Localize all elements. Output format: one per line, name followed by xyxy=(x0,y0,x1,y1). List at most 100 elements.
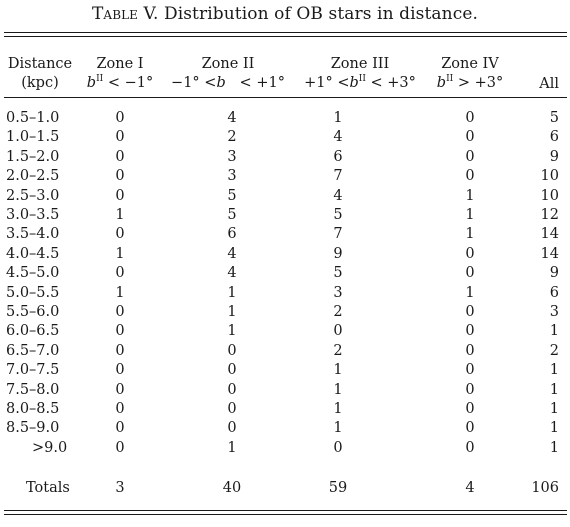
zone-3-count-cell: 9 xyxy=(333,245,343,262)
distance-range-cell: 4.5–5.0 xyxy=(6,265,60,282)
all-count-cell: 10 xyxy=(540,168,559,185)
all-count-cell: 1 xyxy=(549,362,559,379)
zone-3-range: +1° <bII < +3° xyxy=(304,75,416,91)
zone-range-part: b xyxy=(349,75,359,91)
zone-range-part: II xyxy=(358,74,366,85)
zone-1-count-cell: 0 xyxy=(115,323,125,340)
totals-label: Totals xyxy=(26,480,70,496)
distance-range-cell: 7.5–8.0 xyxy=(6,381,60,398)
zone-4-header: Zone IV xyxy=(441,56,499,72)
zone-3-count-cell: 3 xyxy=(333,284,343,301)
zone-2-count-cell: 0 xyxy=(227,362,237,379)
zone-3-count-cell: 1 xyxy=(333,381,343,398)
all-count-cell: 1 xyxy=(549,439,559,456)
zone-2-count-cell: 3 xyxy=(227,168,237,185)
zone-range-part: b xyxy=(216,75,226,91)
zone-4-count-cell: 0 xyxy=(465,342,475,359)
zone-2-count-cell: 2 xyxy=(227,129,237,146)
zone-3-count-cell: 0 xyxy=(333,439,343,456)
distance-range-cell: 5.0–5.5 xyxy=(6,284,60,301)
all-count-cell: 1 xyxy=(549,381,559,398)
table-title: Distribution of OB stars in distance. xyxy=(163,4,478,24)
zone-1-count-cell: 0 xyxy=(115,110,125,126)
zone-2-count-cell: 4 xyxy=(227,245,237,262)
zone-4-count-cell: 0 xyxy=(465,304,475,320)
distance-range-cell: 0.5–1.0 xyxy=(6,110,60,126)
distance-header: Distance xyxy=(7,56,73,72)
top-rule-2 xyxy=(4,36,567,37)
distance-unit: (kpc) xyxy=(21,75,59,91)
zone-1-range: bII < −1° xyxy=(87,75,153,91)
zone-4-count-cell: 1 xyxy=(465,226,475,243)
zone-3-count-cell: 1 xyxy=(333,110,343,126)
bottom-rule-1 xyxy=(4,510,567,511)
zone-1-count-cell: 1 xyxy=(115,207,125,223)
zone-1-total-cell: 3 xyxy=(115,480,125,496)
zone-range-part: b xyxy=(436,75,447,91)
zone-range-part: II xyxy=(96,74,104,85)
distance-range-cell: 3.5–4.0 xyxy=(6,226,60,243)
distance-range-cell: 8.0–8.5 xyxy=(6,401,60,417)
bottom-rule-2 xyxy=(4,514,567,515)
all-count-cell: 12 xyxy=(540,207,559,223)
zone-2-count-cell: 4 xyxy=(227,110,237,126)
zone-1-count-cell: 0 xyxy=(115,187,125,204)
zone-4-count-cell: 0 xyxy=(465,420,475,437)
all-header: All xyxy=(539,76,559,92)
zone-3-count-cell: 0 xyxy=(333,323,343,340)
zone-2-range: −1° <b < +1° xyxy=(171,75,285,91)
zone-3-count-cell: 2 xyxy=(333,342,343,359)
zone-1-count-cell: 0 xyxy=(115,381,125,398)
zone-4-count-cell: 1 xyxy=(465,284,475,301)
zone-4-count-cell: 0 xyxy=(465,439,475,456)
zone-4-count-cell: 0 xyxy=(465,381,475,398)
zone-1-count-cell: 0 xyxy=(115,265,125,282)
zone-range-part: −1° < xyxy=(171,75,217,91)
zone-3-count-cell: 2 xyxy=(333,304,343,320)
all-count-cell: 10 xyxy=(540,187,559,204)
distance-range-cell: 3.0–3.5 xyxy=(6,207,60,223)
zone-1-count-cell: 0 xyxy=(115,129,125,146)
zone-4-count-cell: 0 xyxy=(465,362,475,379)
zone-3-count-cell: 1 xyxy=(333,401,343,417)
all-count-cell: 3 xyxy=(549,304,559,320)
distance-range-cell: 7.0–7.5 xyxy=(6,362,60,379)
distance-range-cell: 1.5–2.0 xyxy=(6,148,60,165)
zone-2-count-cell: 1 xyxy=(227,304,237,320)
distance-range-cell: 8.5–9.0 xyxy=(6,420,60,437)
distance-range-cell: 2.0–2.5 xyxy=(6,168,60,185)
zone-2-count-cell: 1 xyxy=(227,284,237,301)
zone-3-count-cell: 7 xyxy=(333,226,343,243)
all-count-cell: 14 xyxy=(540,245,559,262)
zone-range-part: II xyxy=(446,74,454,85)
zone-1-count-cell: 1 xyxy=(115,245,125,262)
zone-3-count-cell: 5 xyxy=(333,265,343,282)
zone-2-count-cell: 0 xyxy=(227,381,237,398)
all-count-cell: 2 xyxy=(549,342,559,359)
zone-1-count-cell: 0 xyxy=(115,342,125,359)
zone-2-count-cell: 1 xyxy=(227,323,237,340)
zone-1-count-cell: 0 xyxy=(115,226,125,243)
zone-2-count-cell: 5 xyxy=(227,187,237,204)
zone-2-count-cell: 0 xyxy=(227,420,237,437)
all-count-cell: 14 xyxy=(540,226,559,243)
zone-3-count-cell: 4 xyxy=(333,187,343,204)
zone-range-part: b xyxy=(86,75,97,91)
zone-3-count-cell: 1 xyxy=(333,420,343,437)
zone-4-total-cell: 4 xyxy=(465,480,475,496)
zone-range-part: < +1° xyxy=(225,75,285,91)
zone-1-count-cell: 0 xyxy=(115,439,125,456)
all-count-cell: 1 xyxy=(549,401,559,417)
zone-3-total-cell: 59 xyxy=(328,480,348,496)
zone-4-count-cell: 0 xyxy=(465,129,475,146)
all-count-cell: 1 xyxy=(549,323,559,340)
zone-4-count-cell: 0 xyxy=(465,148,475,165)
zone-3-header: Zone III xyxy=(330,56,390,72)
zone-range-part: < +3° xyxy=(365,75,416,91)
distance-range-cell: 2.5–3.0 xyxy=(6,187,60,204)
all-count-cell: 6 xyxy=(549,129,559,146)
distance-range-cell: 5.5–6.0 xyxy=(6,304,60,320)
distance-range-cell: >9.0 xyxy=(32,439,68,456)
distance-range-cell: 6.5–7.0 xyxy=(6,342,60,359)
zone-3-count-cell: 7 xyxy=(333,168,343,185)
